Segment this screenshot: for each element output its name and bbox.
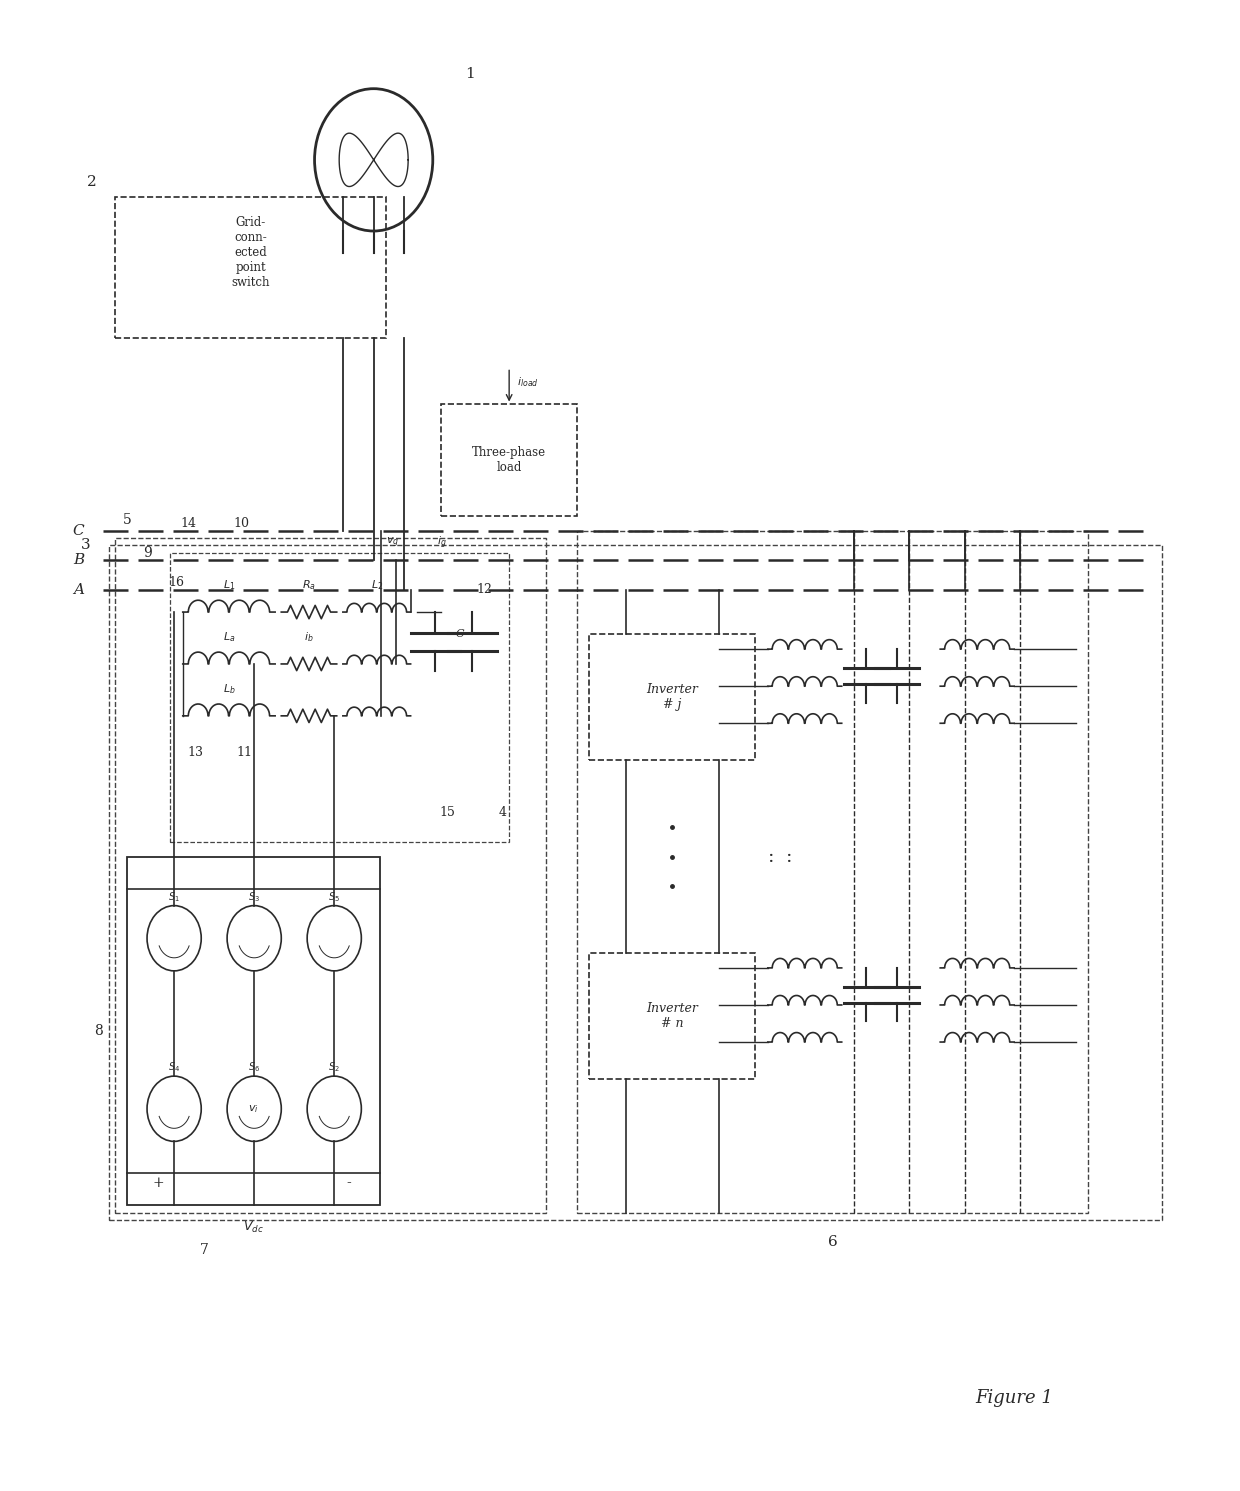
Text: $V_{dc}$: $V_{dc}$ <box>243 1220 264 1235</box>
Text: $i_{load}$: $i_{load}$ <box>517 376 538 389</box>
Text: $S_5$: $S_5$ <box>329 890 340 904</box>
Bar <box>577 531 1087 1212</box>
Text: Three-phase
load: Three-phase load <box>472 446 546 474</box>
Text: $v_g$: $v_g$ <box>386 535 399 550</box>
Text: 11: 11 <box>237 747 253 759</box>
Text: 7: 7 <box>200 1242 208 1257</box>
Text: $i_b$: $i_b$ <box>304 631 314 644</box>
Text: C: C <box>455 629 464 640</box>
Text: 16: 16 <box>169 576 185 589</box>
Circle shape <box>308 1077 361 1142</box>
Text: $L_1$: $L_1$ <box>223 579 236 592</box>
Text: 9: 9 <box>143 546 153 559</box>
Text: $R_a$: $R_a$ <box>303 579 316 592</box>
Text: 10: 10 <box>233 516 249 529</box>
Circle shape <box>227 905 281 971</box>
Bar <box>441 404 577 516</box>
Text: $L_2$: $L_2$ <box>371 579 383 592</box>
Text: 15: 15 <box>440 805 455 819</box>
Bar <box>589 634 755 760</box>
Text: 13: 13 <box>187 747 203 759</box>
Text: $v_i$: $v_i$ <box>248 1103 259 1115</box>
Bar <box>109 546 1162 1220</box>
Bar <box>115 538 546 1212</box>
Text: A: A <box>73 583 84 596</box>
Text: $L_a$: $L_a$ <box>223 631 236 644</box>
Text: Figure 1: Figure 1 <box>975 1390 1053 1408</box>
Text: 12: 12 <box>476 583 492 596</box>
Text: 14: 14 <box>181 516 197 529</box>
Circle shape <box>227 1077 281 1142</box>
Text: 1: 1 <box>465 67 475 81</box>
Text: 6: 6 <box>827 1235 837 1249</box>
Text: $L_b$: $L_b$ <box>222 683 236 696</box>
Text: $S_4$: $S_4$ <box>169 1060 180 1074</box>
Text: $i_g$: $i_g$ <box>436 534 446 550</box>
Text: +: + <box>153 1176 164 1190</box>
Text: -: - <box>347 1176 351 1190</box>
Text: Grid-
conn-
ected
point
switch: Grid- conn- ected point switch <box>231 216 270 289</box>
Text: B: B <box>73 553 84 567</box>
Text: $S_2$: $S_2$ <box>329 1060 340 1074</box>
Text: :: : <box>768 848 774 866</box>
Text: $S_3$: $S_3$ <box>248 890 260 904</box>
Text: 3: 3 <box>81 538 91 552</box>
Circle shape <box>148 1077 201 1142</box>
Text: $S_6$: $S_6$ <box>248 1060 260 1074</box>
Bar <box>115 197 386 338</box>
Bar <box>128 857 379 1205</box>
Circle shape <box>148 905 201 971</box>
Text: :: : <box>786 848 792 866</box>
Text: 2: 2 <box>87 174 97 189</box>
Text: C: C <box>73 523 84 538</box>
Text: 5: 5 <box>123 513 131 528</box>
Text: 4: 4 <box>498 805 507 819</box>
Text: Inverter
# j: Inverter # j <box>646 683 698 711</box>
Text: $S_1$: $S_1$ <box>169 890 180 904</box>
Text: 8: 8 <box>94 1024 103 1038</box>
Circle shape <box>308 905 361 971</box>
Bar <box>170 553 510 842</box>
Bar <box>589 953 755 1079</box>
Text: Inverter
# n: Inverter # n <box>646 1002 698 1030</box>
